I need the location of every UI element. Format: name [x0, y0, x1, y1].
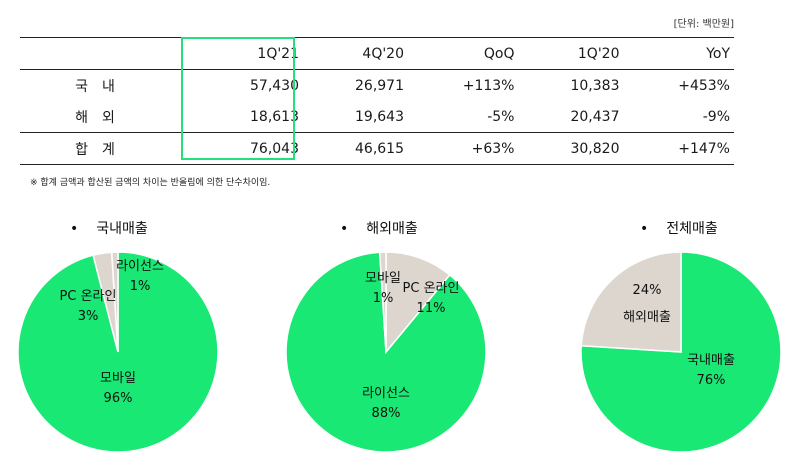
slice-name-label: 모바일 — [100, 371, 136, 386]
table-cell: +63% — [408, 132, 519, 165]
table-cell: +453% — [678, 77, 730, 94]
revenue-table: 1Q'21 4Q'20 QoQ 1Q'20 YoY 국내 57,430 26,9… — [20, 37, 734, 165]
chart-title-total: • 전체매출 — [640, 218, 718, 238]
unit-label: [단위: 백만원] — [673, 19, 734, 30]
column-header: 1Q'20 — [518, 37, 624, 70]
table-cell: +113% — [462, 77, 515, 94]
slice-name-label: 국내매출 — [687, 353, 735, 368]
table-cell: -5% — [487, 108, 515, 125]
chart-title-text: 전체매출 — [666, 221, 718, 237]
table-cell: -9% — [702, 108, 730, 125]
table-cell: +147% — [623, 132, 734, 165]
pie-slice — [385, 251, 451, 355]
row-label: 합계 — [20, 132, 184, 165]
chart-title-domestic: • 국내매출 — [70, 218, 148, 238]
table-cell: 30,820 — [518, 132, 624, 165]
column-header: 4Q'20 — [303, 37, 408, 70]
slice-name-label: PC 온라인 — [60, 289, 117, 304]
table-cell: 46,615 — [303, 132, 408, 165]
table-cell: 57,430 — [250, 77, 299, 94]
table-row: 국내 57,430 26,971 +113% 10,383 +453% — [20, 70, 734, 102]
footnote: ※ 합계 금액과 합산된 금액의 차이는 반올림에 의한 단수차이임. — [30, 178, 271, 188]
column-header: YoY — [623, 37, 734, 70]
slice-value-label: 24% — [633, 283, 662, 298]
slice-name-label: 해외매출 — [623, 310, 671, 325]
table-cell: 10,383 — [570, 77, 620, 94]
slice-name-label: 라이선스 — [362, 386, 410, 401]
pie-slice — [580, 251, 682, 353]
chart-title-text: 해외매출 — [366, 221, 418, 237]
slice-value-label: 1% — [130, 279, 151, 294]
table-row: 해외 18,613 19,643 -5% 20,437 -9% — [20, 101, 734, 133]
bullet: • — [340, 221, 349, 237]
slice-value-label: 1% — [373, 291, 394, 306]
table-cell: 18,613 — [250, 108, 299, 125]
column-header: QoQ — [408, 37, 519, 70]
slice-name-label: PC 온라인 — [403, 281, 460, 296]
table-row-total: 합계 76,043 46,615 +63% 30,820 +147% — [20, 132, 734, 165]
slice-value-label: 3% — [78, 309, 99, 324]
bullet: • — [70, 221, 79, 237]
table-header-row: 1Q'21 4Q'20 QoQ 1Q'20 YoY — [20, 37, 734, 70]
slice-value-label: 11% — [417, 301, 446, 316]
table-corner — [20, 37, 184, 70]
pie-slice — [378, 251, 387, 353]
slice-value-label: 96% — [104, 391, 133, 406]
slice-value-label: 76% — [697, 373, 726, 388]
row-label: 국내 — [75, 78, 129, 95]
slice-name-label: 라이선스 — [116, 259, 164, 274]
column-header: 1Q'21 — [184, 37, 303, 70]
table-cell: 19,643 — [355, 108, 404, 125]
chart-title-overseas: • 해외매출 — [340, 218, 418, 238]
slice-name-label: 모바일 — [365, 271, 401, 286]
table-cell: 26,971 — [355, 77, 404, 94]
bullet: • — [640, 221, 649, 237]
pie-slice — [110, 251, 119, 353]
chart-title-text: 국내매출 — [96, 221, 148, 237]
row-label: 해외 — [75, 109, 129, 126]
slice-value-label: 88% — [372, 406, 401, 421]
table-cell: 20,437 — [570, 108, 620, 125]
